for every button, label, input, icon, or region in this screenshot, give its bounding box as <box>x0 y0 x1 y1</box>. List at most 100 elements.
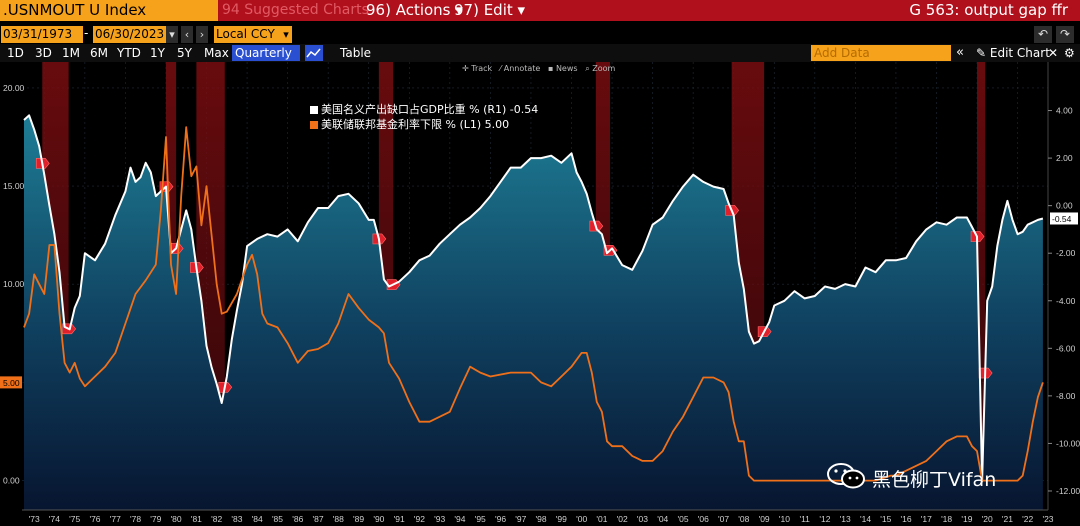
x-tick-label: '18 <box>941 514 952 524</box>
range-button-6m[interactable]: 6M <box>90 46 108 60</box>
x-tick-label: '03 <box>637 514 648 524</box>
fed-funds-line <box>23 126 1044 482</box>
chevron-left-icon[interactable]: ‹ <box>181 26 193 43</box>
legend-item-ffr: 美联储联邦基金利率下限 % (L1) 5.00 <box>310 117 538 132</box>
zoom-tool[interactable]: ⌕ Zoom <box>585 64 616 73</box>
x-tick-label: '23 <box>1042 514 1053 524</box>
currency-dropdown-icon[interactable]: ▾ <box>280 26 292 43</box>
actions-menu[interactable]: 96) Actions ▾ <box>366 1 463 19</box>
range-button-ytd[interactable]: YTD <box>117 46 141 60</box>
x-tick-label: '81 <box>191 514 202 524</box>
close-icon[interactable]: ✕ <box>1048 46 1059 60</box>
currency-select[interactable]: Local CCY <box>214 26 292 43</box>
left-tick-label: 10.00 <box>3 279 25 289</box>
right-axis: 4.00 2.00 0.00 -2.00 -4.00 -6.00 -8.00 -10.00 -1… <box>1047 62 1080 510</box>
x-tick-label: '14 <box>860 514 871 524</box>
legend-label: 美国名义产出缺口占GDP比重 % (R1) -0.54 <box>321 103 539 116</box>
recession-band <box>977 62 986 510</box>
news-tool[interactable]: ▪ News <box>547 64 578 73</box>
chevron-right-icon[interactable]: › <box>196 26 208 43</box>
range-button-1y[interactable]: 1Y <box>150 46 165 60</box>
edit-chart-label: Edit Chart <box>989 46 1050 60</box>
current-value-labels: 5.00 -0.54 <box>0 212 1078 389</box>
left-tick-label: 20.00 <box>3 83 25 93</box>
left-tick-label: 0.00 <box>3 476 20 486</box>
annotate-tool[interactable]: ⁄ Annotate <box>499 64 541 73</box>
chart-title: G 563: output gap ffr <box>909 1 1068 19</box>
pencil-icon: ✎ <box>976 46 990 60</box>
chart-type-icon[interactable] <box>305 45 323 61</box>
collapse-icon[interactable]: « <box>956 45 964 60</box>
output-gap-area <box>24 115 1043 511</box>
currency-label: Local CCY <box>216 27 275 41</box>
end-date-field[interactable]: 06/30/2023 <box>93 26 167 43</box>
x-tick-label: '95 <box>475 514 486 524</box>
edit-chart-button[interactable]: ✎ Edit Chart <box>976 44 1050 62</box>
start-date-field[interactable]: 03/31/1973 <box>1 26 83 43</box>
x-tick-label: '83 <box>231 514 242 524</box>
watermark-text: 黑色柳丁Vifan <box>872 469 997 491</box>
range-button-1d[interactable]: 1D <box>7 46 24 60</box>
legend: 美国名义产出缺口占GDP比重 % (R1) -0.54 美联储联邦基金利率下限 … <box>310 102 538 132</box>
x-tick-label: '15 <box>880 514 891 524</box>
x-tick-label: '19 <box>961 514 972 524</box>
x-tick-label: '01 <box>596 514 607 524</box>
x-tick-label: '09 <box>759 514 770 524</box>
x-tick-label: '99 <box>556 514 567 524</box>
x-tick-label: '74 <box>49 514 60 524</box>
range-button-5y[interactable]: 5Y <box>177 46 192 60</box>
x-tick-label: '82 <box>211 514 222 524</box>
left-current-badge <box>0 376 22 389</box>
x-tick-label: '92 <box>414 514 425 524</box>
x-tick-label: '94 <box>454 514 465 524</box>
x-tick-label: '90 <box>373 514 384 524</box>
table-button[interactable]: Table <box>340 46 372 60</box>
x-tick-label: '84 <box>252 514 263 524</box>
x-tick-label: '11 <box>799 514 810 524</box>
gear-icon[interactable]: ⚙ <box>1064 46 1075 60</box>
x-tick-label: '08 <box>738 514 749 524</box>
x-tick-label: '12 <box>819 514 830 524</box>
right-current-label: -0.54 <box>1052 214 1072 224</box>
wechat-icon <box>826 462 866 495</box>
track-tool[interactable]: ✛ Track <box>462 64 493 73</box>
x-tick-label: '77 <box>110 514 121 524</box>
suggested-charts-link[interactable]: 94 Suggested Charts <box>222 2 369 18</box>
range-button-3d[interactable]: 3D <box>35 46 52 60</box>
x-tick-label: '87 <box>313 514 324 524</box>
chart-area[interactable]: '73 '74 '75 '76 '77 '78 '79 '80 '81 '82 '83 '84 '85 '… <box>0 62 1080 526</box>
range-button-max[interactable]: Max <box>204 46 229 60</box>
range-button-1m[interactable]: 1M <box>62 46 80 60</box>
right-tick-label: 2.00 <box>1056 153 1073 163</box>
x-tick-label: '17 <box>921 514 932 524</box>
calendar-icon[interactable]: ▾ <box>166 26 178 43</box>
x-tick-label: '98 <box>536 514 547 524</box>
left-current-label: 5.00 <box>3 378 20 388</box>
undo-icon[interactable]: ↶ <box>1034 26 1052 43</box>
x-tick-label: '88 <box>333 514 344 524</box>
x-tick-label: '06 <box>698 514 709 524</box>
x-tick-label: '07 <box>718 514 729 524</box>
chart-tools: ✛ Track ⁄ Annotate ▪ News ⌕ Zoom <box>462 64 615 74</box>
edit-menu[interactable]: 97) Edit ▾ <box>454 1 526 19</box>
left-tick-label: 15.00 <box>3 181 25 191</box>
right-tick-label: -6.00 <box>1056 343 1076 353</box>
add-data-input[interactable]: Add Data <box>811 45 951 61</box>
x-tick-label: '78 <box>130 514 141 524</box>
ticker-field[interactable]: .USNMOUT U Index <box>0 0 218 21</box>
x-tick-label: '79 <box>150 514 161 524</box>
frequency-select[interactable]: Quarterly ▼ <box>232 45 300 76</box>
x-tick-label: '89 <box>353 514 364 524</box>
x-tick-label: '97 <box>515 514 526 524</box>
x-tick-label: '21 <box>1002 514 1013 524</box>
x-tick-label: '86 <box>292 514 303 524</box>
x-tick-label: '85 <box>272 514 283 524</box>
top-bar <box>0 0 1080 21</box>
x-tick-label: '20 <box>982 514 993 524</box>
right-tick-label: -2.00 <box>1056 248 1076 258</box>
x-tick-label: '96 <box>495 514 506 524</box>
x-tick-label: '04 <box>657 514 668 524</box>
right-tick-label: 4.00 <box>1056 106 1073 116</box>
redo-icon[interactable]: ↷ <box>1056 26 1074 43</box>
right-tick-label: -12.00 <box>1056 486 1080 496</box>
